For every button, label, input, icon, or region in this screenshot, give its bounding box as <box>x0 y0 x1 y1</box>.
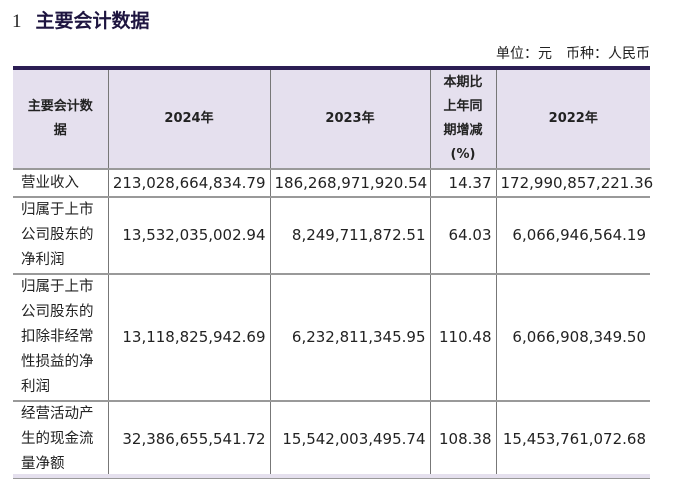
cell-2022: 15,453,761,072.68 <box>495 401 650 479</box>
cell-2023: 15,542,003,495.74 <box>269 401 431 479</box>
section-number: 1 <box>12 11 22 32</box>
cell-2024: 213,028,664,834.79 <box>107 169 271 198</box>
section-title-text: 主要会计数据 <box>35 10 150 32</box>
header-cell: 本期比上年同期增减(%) <box>429 68 497 170</box>
row-label: 归属于上市公司股东的扣除非经常性损益的净利润 <box>13 274 109 402</box>
cell-change: 64.03 <box>429 197 497 275</box>
header-cell: 2024年 <box>107 68 271 170</box>
header-cell: 2022年 <box>495 68 650 170</box>
cell-change: 110.48 <box>429 274 497 402</box>
accounting-data-table: 主要会计数据 2024年 2023年 本期比上年同期增减(%) 2022年 营业… <box>13 66 653 479</box>
row-label: 归属于上市公司股东的净利润 <box>13 197 109 275</box>
table-row: 归属于上市公司股东的扣除非经常性损益的净利润 13,118,825,942.69… <box>13 274 650 402</box>
header-cell: 主要会计数据 <box>13 68 109 170</box>
section-title: 1 主要会计数据 <box>12 6 150 33</box>
cell-2023: 8,249,711,872.51 <box>269 197 431 275</box>
header-cell: 2023年 <box>269 68 431 170</box>
row-label: 营业收入 <box>13 169 109 198</box>
table-header-row: 主要会计数据 2024年 2023年 本期比上年同期增减(%) 2022年 <box>13 68 650 170</box>
next-row-edge <box>13 474 650 478</box>
cell-2022: 6,066,908,349.50 <box>495 274 650 402</box>
cell-2024: 13,118,825,942.69 <box>107 274 271 402</box>
unit-label: 单位：元 币种：人民币 <box>496 46 650 62</box>
cell-2022: 6,066,946,564.19 <box>495 197 650 275</box>
table-row: 经营活动产生的现金流量净额 32,386,655,541.72 15,542,0… <box>13 401 650 479</box>
cell-2022: 172,990,857,221.36 <box>495 169 653 198</box>
cell-change: 14.37 <box>429 169 497 198</box>
row-label: 经营活动产生的现金流量净额 <box>13 401 109 479</box>
cell-2024: 13,532,035,002.94 <box>107 197 271 275</box>
cell-2023: 6,232,811,345.95 <box>269 274 431 402</box>
table-row: 营业收入 213,028,664,834.79 186,268,971,920.… <box>13 169 653 198</box>
cell-2024: 32,386,655,541.72 <box>107 401 271 479</box>
cell-change: 108.38 <box>429 401 497 479</box>
table-row: 归属于上市公司股东的净利润 13,532,035,002.94 8,249,71… <box>13 197 650 275</box>
cell-2023: 186,268,971,920.54 <box>269 169 431 198</box>
